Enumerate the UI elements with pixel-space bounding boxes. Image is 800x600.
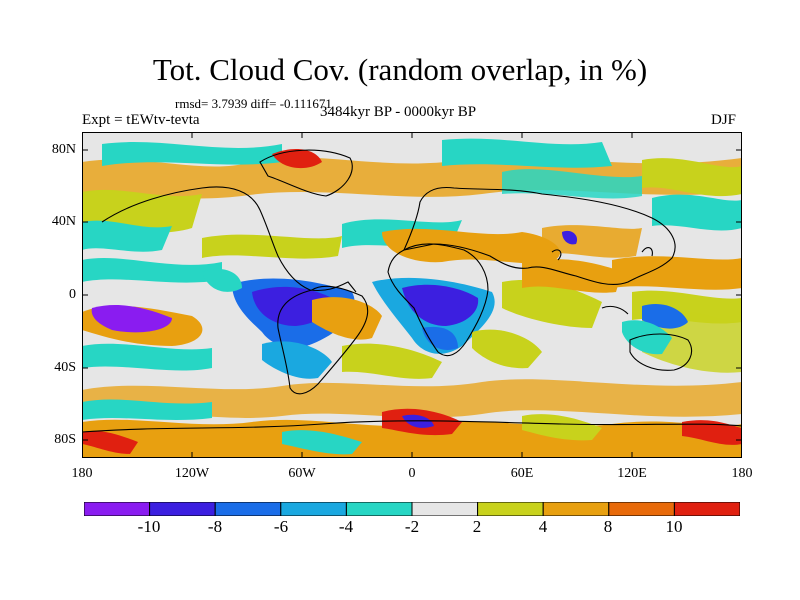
map-title: Tot. Cloud Cov. (random overlap, in %) [152,52,648,87]
colorbar-label: -4 [338,517,354,536]
lon-label-120e: 120E [617,466,647,481]
colorbar-label: 10 [665,517,683,536]
colorbar-swatch [214,502,282,516]
lat-label-80s: 80S [54,432,76,447]
colorbar-swatch [149,502,216,516]
colorbar-swatch [673,502,740,516]
colorbar-label: 4 [538,517,548,536]
lon-label-120w: 120W [174,466,210,481]
axis-ticks [82,132,742,458]
lat-label-40n: 40N [51,214,76,229]
colorbar-label: -2 [404,517,420,536]
colorbar-swatch [608,502,675,516]
colorbar-label: -8 [207,517,223,536]
anomaly-fields [82,138,742,458]
colorbar-swatch [345,502,413,516]
experiment-label: Expt = tEWtv-tevta [82,112,200,128]
colorbar-swatch [477,502,544,516]
lat-label-40s: 40S [54,360,76,375]
cloud-cover-map [82,132,742,458]
colorbar-label: 8 [603,517,613,536]
lat-label-0: 0 [69,287,76,302]
lon-label-60e: 60E [510,466,534,481]
period-label: 3484kyr BP - 0000kyr BP [320,104,477,120]
lon-label-0: 0 [408,466,416,481]
colorbar-swatch [411,502,479,516]
lat-label-80n: 80N [51,142,76,157]
colorbar-swatch [280,502,347,516]
season-label: DJF [711,112,737,128]
colorbar-label: -6 [273,517,289,536]
lon-label-60w: 60W [288,466,316,481]
colorbar-swatch [542,502,610,516]
lon-label-180e: 180 [731,466,753,481]
colorbar-swatch [84,502,151,516]
colorbar-label: 2 [472,517,482,536]
stats-readout: rmsd= 3.7939 diff= -0.111671 [175,96,332,111]
colorbar [84,502,740,516]
coastlines [82,149,742,433]
lon-label-180w: 180 [71,466,93,481]
colorbar-label: -10 [137,517,161,536]
